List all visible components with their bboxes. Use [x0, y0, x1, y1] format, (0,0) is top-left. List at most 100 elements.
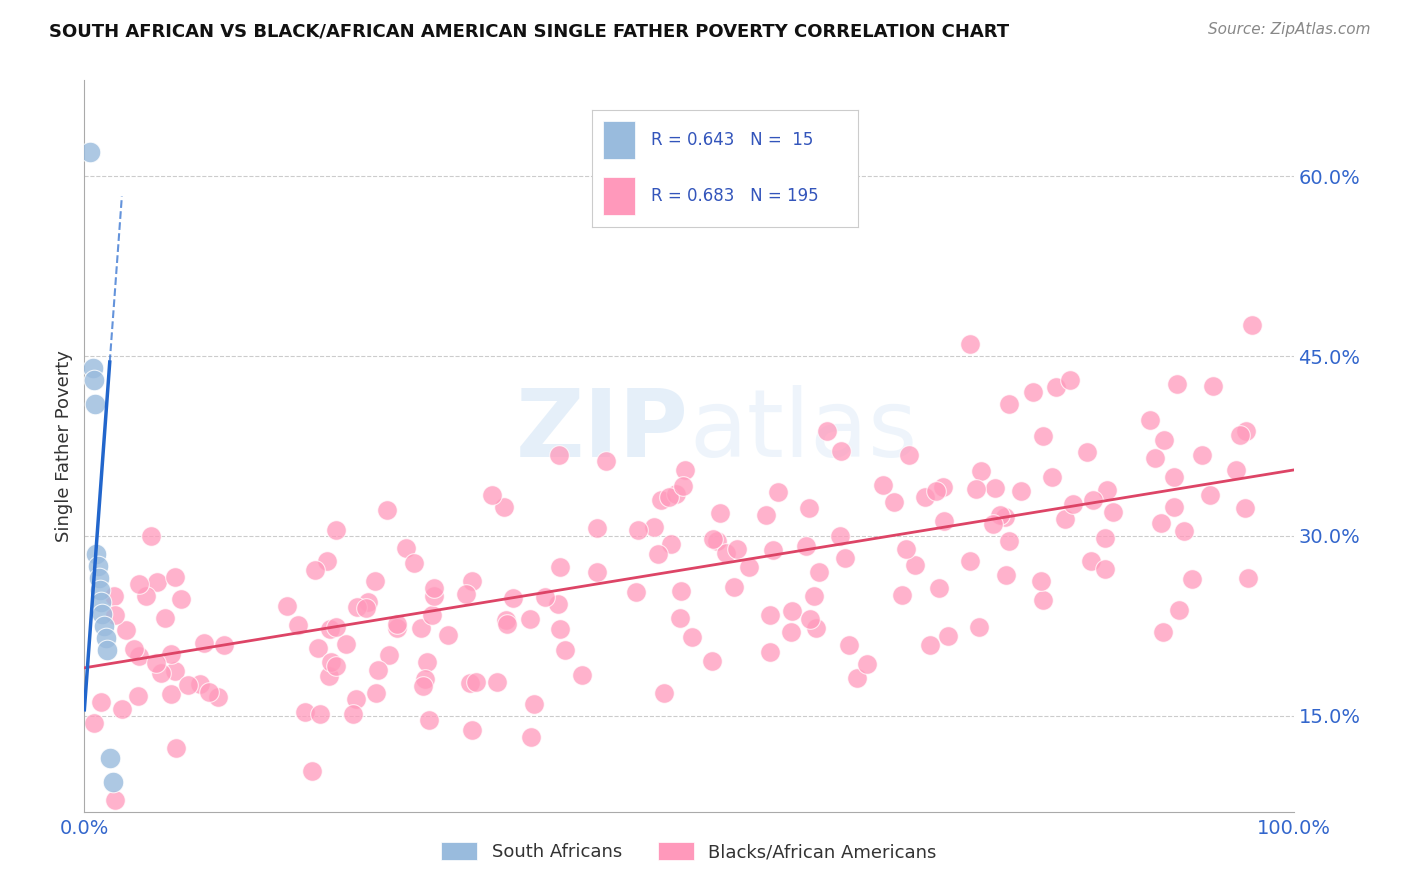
Point	[145, 575, 167, 590]
Point	[163, 664, 186, 678]
Point	[803, 589, 825, 603]
Point	[402, 557, 425, 571]
Point	[1101, 505, 1123, 519]
Point	[995, 568, 1018, 582]
Point	[759, 645, 782, 659]
Point	[1191, 448, 1213, 462]
Point	[163, 569, 186, 583]
Point	[595, 453, 617, 467]
Point	[883, 494, 905, 508]
Point	[378, 648, 401, 662]
Point	[496, 616, 519, 631]
Point	[554, 643, 576, 657]
Point	[502, 591, 524, 606]
Point	[650, 492, 672, 507]
Text: ZIP: ZIP	[516, 385, 689, 477]
Point	[523, 697, 546, 711]
Point	[1076, 445, 1098, 459]
Point	[1062, 497, 1084, 511]
Point	[896, 542, 918, 557]
Point	[418, 713, 440, 727]
Point	[1166, 377, 1188, 392]
Point	[1040, 470, 1063, 484]
Point	[357, 594, 380, 608]
Point	[159, 687, 181, 701]
Point	[1032, 428, 1054, 442]
Point	[321, 655, 343, 669]
Point	[1083, 493, 1105, 508]
Point	[519, 612, 541, 626]
Point	[830, 444, 852, 458]
Point	[1022, 384, 1045, 399]
Text: atlas: atlas	[689, 385, 917, 477]
Point	[652, 686, 675, 700]
Point	[967, 619, 990, 633]
Point	[344, 692, 367, 706]
Point	[83, 715, 105, 730]
Point	[325, 659, 347, 673]
Point	[1097, 483, 1119, 498]
Point	[96, 643, 118, 657]
Point	[464, 674, 486, 689]
Point	[834, 550, 856, 565]
Point	[307, 641, 329, 656]
Point	[86, 547, 108, 561]
Y-axis label: Single Father Poverty: Single Father Poverty	[55, 350, 73, 542]
Point	[794, 539, 817, 553]
Point	[904, 558, 927, 573]
Point	[356, 601, 378, 615]
Point	[124, 641, 146, 656]
Point	[1236, 424, 1258, 438]
Point	[1173, 524, 1195, 538]
Point	[318, 669, 340, 683]
Point	[188, 677, 211, 691]
Point	[1045, 379, 1067, 393]
Point	[1233, 501, 1256, 516]
Legend: South Africans, Blacks/African Americans: South Africans, Blacks/African Americans	[434, 835, 943, 869]
Point	[103, 774, 125, 789]
Point	[799, 500, 821, 515]
Point	[82, 361, 104, 376]
Point	[920, 638, 942, 652]
Point	[159, 648, 181, 662]
Point	[762, 542, 785, 557]
Point	[287, 617, 309, 632]
Point	[845, 671, 868, 685]
Point	[486, 675, 509, 690]
Point	[342, 707, 364, 722]
Point	[1143, 451, 1166, 466]
Point	[94, 631, 117, 645]
Point	[422, 608, 444, 623]
Point	[458, 675, 481, 690]
Point	[111, 702, 134, 716]
Point	[135, 589, 157, 603]
Point	[87, 571, 110, 585]
Point	[669, 583, 692, 598]
Point	[1202, 379, 1225, 393]
Point	[103, 793, 125, 807]
Point	[395, 541, 418, 555]
Point	[1241, 318, 1264, 332]
Point	[1181, 572, 1204, 586]
Point	[93, 619, 115, 633]
Point	[90, 695, 112, 709]
Point	[423, 589, 446, 603]
Point	[1094, 562, 1116, 576]
Point	[1163, 500, 1185, 515]
Point	[98, 751, 121, 765]
Point	[723, 580, 745, 594]
Point	[780, 604, 803, 618]
Point	[1199, 487, 1222, 501]
Point	[586, 565, 609, 579]
Point	[959, 337, 981, 351]
Point	[319, 622, 342, 636]
Text: SOUTH AFRICAN VS BLACK/AFRICAN AMERICAN SINGLE FATHER POVERTY CORRELATION CHART: SOUTH AFRICAN VS BLACK/AFRICAN AMERICAN …	[49, 22, 1010, 40]
Point	[325, 523, 347, 537]
Point	[214, 638, 236, 652]
Point	[706, 533, 728, 548]
Point	[934, 515, 956, 529]
Point	[659, 537, 682, 551]
Point	[1153, 434, 1175, 448]
Point	[998, 397, 1021, 411]
Point	[914, 490, 936, 504]
